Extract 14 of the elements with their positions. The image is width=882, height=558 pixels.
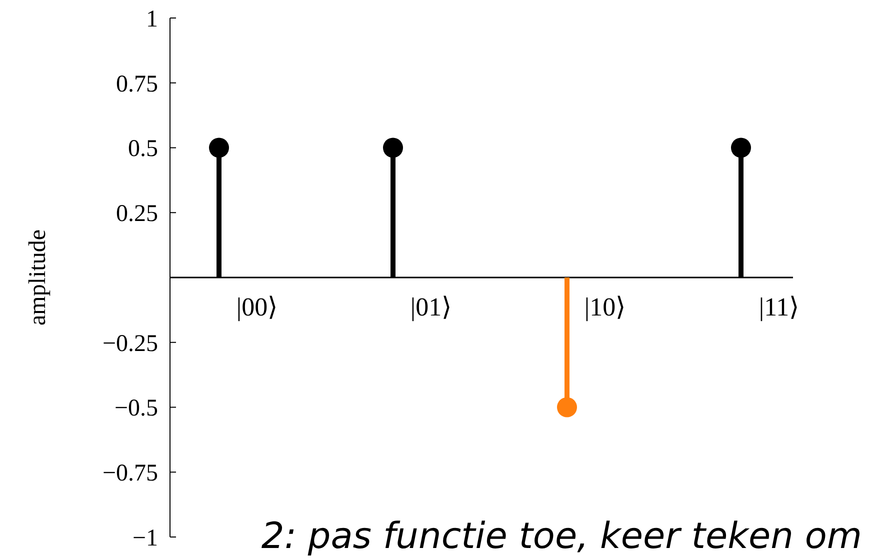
y-tick-label: −1: [132, 525, 158, 552]
y-tick-label: 0.5: [128, 136, 158, 162]
x-tick-label: |01⟩: [410, 292, 452, 322]
y-tick-label: −0.75: [102, 460, 158, 487]
x-tick-label: |00⟩: [236, 292, 278, 322]
y-tick-label: 0.75: [116, 71, 158, 98]
y-axis-title: amplitude: [25, 230, 51, 326]
y-tick-label: 1: [146, 6, 158, 32]
y-tick-label: 0.25: [116, 201, 158, 228]
x-tick-label: |10⟩: [584, 292, 626, 322]
x-tick-label: |11⟩: [758, 292, 800, 322]
y-tick-label: −0.25: [102, 330, 158, 357]
annotation: 2: pas functie toe, keer teken om: [261, 516, 862, 557]
y-tick-label: −0.5: [114, 396, 158, 422]
